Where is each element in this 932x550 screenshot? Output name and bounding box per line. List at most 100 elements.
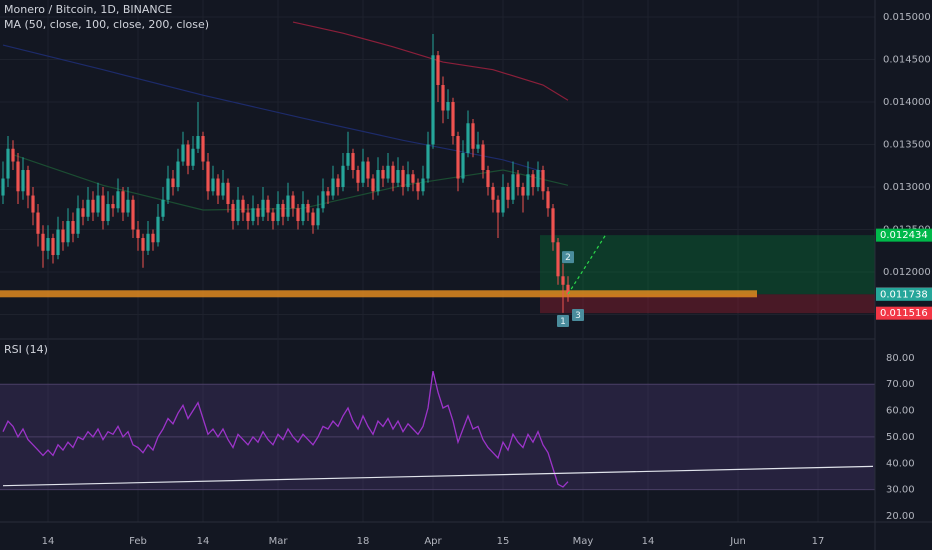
candle-body bbox=[111, 204, 115, 209]
candle-body bbox=[331, 178, 335, 196]
x-tick-label: Apr bbox=[424, 536, 442, 547]
candle-body bbox=[286, 195, 290, 217]
candle-body bbox=[26, 170, 30, 196]
x-tick-label: 14 bbox=[197, 536, 210, 547]
price-label: 0.011516 bbox=[880, 308, 928, 319]
x-tick-label: 14 bbox=[642, 536, 655, 547]
candle-body bbox=[126, 199, 130, 213]
candle-body bbox=[201, 136, 205, 162]
candle-body bbox=[321, 191, 325, 209]
candle-body bbox=[306, 204, 310, 213]
candle-body bbox=[196, 136, 200, 149]
candle-body bbox=[376, 170, 380, 192]
candle-body bbox=[491, 187, 495, 200]
candle-body bbox=[106, 204, 110, 222]
candle-body bbox=[71, 221, 75, 234]
candle-body bbox=[301, 204, 305, 222]
candle-body bbox=[231, 204, 235, 222]
marker-label: 2 bbox=[565, 253, 571, 263]
candle-body bbox=[236, 199, 240, 222]
candle-body bbox=[86, 199, 90, 217]
y-tick-label: 80.00 bbox=[886, 353, 915, 364]
chart-title: Monero / Bitcoin, 1D, BINANCE bbox=[4, 3, 172, 16]
candle-body bbox=[536, 170, 540, 188]
candle-body bbox=[61, 229, 65, 243]
candle-body bbox=[46, 238, 50, 251]
marker-box bbox=[557, 314, 569, 327]
y-tick-label: 0.015000 bbox=[883, 12, 931, 23]
candle-body bbox=[366, 161, 370, 179]
rsi-pane bbox=[0, 340, 875, 522]
candle-body bbox=[551, 208, 555, 243]
target-zone bbox=[540, 235, 875, 295]
y-tick-label: 60.00 bbox=[886, 406, 915, 417]
candle-body bbox=[546, 191, 550, 209]
candle-body bbox=[501, 187, 505, 213]
candle-body bbox=[336, 178, 340, 188]
candle-body bbox=[171, 178, 175, 188]
x-tick-label: 15 bbox=[497, 536, 510, 547]
y-tick-label: 0.012000 bbox=[883, 267, 931, 278]
candle-body bbox=[176, 161, 180, 188]
candle-body bbox=[131, 199, 135, 230]
y-tick-label: 0.014500 bbox=[883, 55, 931, 66]
candle-body bbox=[166, 178, 170, 200]
candle-body bbox=[21, 170, 25, 192]
x-tick-label: 18 bbox=[357, 536, 370, 547]
price-label: 0.012434 bbox=[880, 230, 928, 241]
candle-body bbox=[146, 233, 150, 251]
moving-average bbox=[2, 44, 544, 173]
candle-body bbox=[11, 148, 15, 162]
candle-body bbox=[216, 178, 220, 196]
x-tick-label: May bbox=[573, 536, 594, 547]
candle-body bbox=[36, 212, 40, 234]
y-tick-label: 50.00 bbox=[886, 432, 915, 443]
candle-body bbox=[226, 182, 230, 205]
trendline bbox=[2, 465, 874, 487]
indicator-label: MA (50, close, 100, close, 200, close) bbox=[4, 18, 209, 31]
candle-body bbox=[356, 170, 360, 183]
candle-body bbox=[191, 148, 195, 166]
candle-body bbox=[526, 174, 530, 196]
candle-body bbox=[261, 199, 265, 217]
candle-body bbox=[291, 195, 295, 209]
candle-body bbox=[481, 144, 485, 171]
price-label-bg bbox=[876, 228, 932, 242]
price-label-bg bbox=[876, 287, 932, 301]
y-tick-label: 30.00 bbox=[886, 485, 915, 496]
x-tick-label: Feb bbox=[129, 536, 147, 547]
candle-body bbox=[121, 191, 125, 213]
candle-body bbox=[326, 191, 330, 196]
candle-body bbox=[211, 178, 215, 192]
candle-body bbox=[471, 123, 475, 149]
candle-body bbox=[396, 170, 400, 183]
candle-body bbox=[341, 165, 345, 188]
x-tick-label: Mar bbox=[269, 536, 289, 547]
marker-box bbox=[562, 251, 574, 264]
candle-body bbox=[251, 208, 255, 222]
candle-body bbox=[441, 85, 445, 111]
stop-zone bbox=[540, 294, 875, 314]
candle-body bbox=[156, 216, 160, 243]
candle-body bbox=[446, 102, 450, 111]
candle-body bbox=[416, 182, 420, 192]
y-tick-label: 40.00 bbox=[886, 458, 915, 469]
support-level bbox=[0, 290, 757, 298]
candle-body bbox=[456, 136, 460, 179]
candle-body bbox=[346, 153, 350, 166]
candle-body bbox=[1, 178, 5, 196]
candle-body bbox=[531, 174, 535, 188]
candle-body bbox=[451, 102, 455, 137]
y-tick-label: 70.00 bbox=[886, 379, 915, 390]
candle-body bbox=[181, 144, 185, 162]
candle-body bbox=[406, 174, 410, 188]
candle-body bbox=[241, 199, 245, 213]
candle-body bbox=[6, 148, 10, 179]
candle-body bbox=[521, 187, 525, 196]
candle-body bbox=[101, 195, 105, 222]
candle-body bbox=[276, 204, 280, 222]
moving-average bbox=[292, 21, 569, 101]
y-tick-label: 0.013500 bbox=[883, 140, 931, 151]
